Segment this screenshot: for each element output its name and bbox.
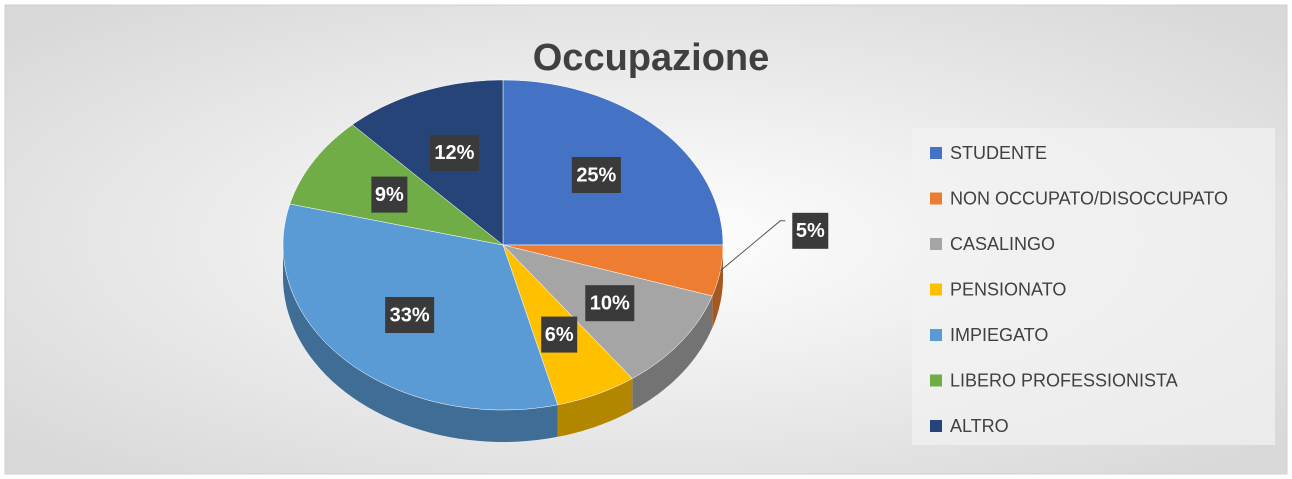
legend-label: LIBERO PROFESSIONISTA xyxy=(950,370,1178,390)
data-label: 6% xyxy=(545,324,574,346)
slice xyxy=(351,79,504,246)
data-label: 9% xyxy=(375,184,404,206)
legend-swatch xyxy=(930,329,942,341)
legend-label: IMPIEGATO xyxy=(950,325,1048,345)
legend-swatch xyxy=(930,283,942,296)
legend-swatch xyxy=(930,420,942,432)
legend-swatch xyxy=(930,374,942,387)
legend-swatch xyxy=(930,147,942,159)
data-label: 12% xyxy=(434,142,474,164)
legend-label: NON OCCUPATO/DISOCCUPATO xyxy=(950,188,1228,208)
chart-title: Occupazione xyxy=(533,37,770,79)
legend-swatch xyxy=(930,238,942,250)
data-label-box xyxy=(585,285,635,322)
data-label-box xyxy=(429,134,479,171)
legend-box xyxy=(912,128,1275,445)
legend-label: PENSIONATO xyxy=(950,279,1066,299)
data-label: 10% xyxy=(590,292,630,314)
data-label-box xyxy=(371,176,408,213)
data-label-box xyxy=(541,316,578,353)
slice-side xyxy=(283,245,558,442)
data-label-box xyxy=(792,212,829,249)
data-label-box xyxy=(385,297,435,334)
legend-swatch xyxy=(930,192,942,205)
legend-label: CASALINGO xyxy=(950,234,1055,254)
slice-side xyxy=(557,378,633,437)
data-label: 33% xyxy=(390,304,430,326)
legend-label: STUDENTE xyxy=(950,143,1047,163)
data-label-box xyxy=(571,156,621,193)
data-label: 5% xyxy=(796,220,825,242)
legend-label: ALTRO xyxy=(950,416,1009,436)
slice-side xyxy=(712,245,723,328)
leader-line xyxy=(719,220,786,272)
slice-side xyxy=(632,296,713,411)
data-label: 25% xyxy=(576,164,616,186)
